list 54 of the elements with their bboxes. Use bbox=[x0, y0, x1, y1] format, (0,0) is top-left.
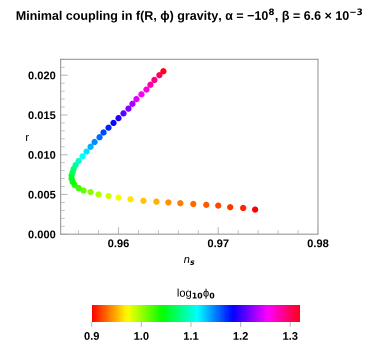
point bbox=[75, 158, 82, 164]
point bbox=[143, 86, 150, 93]
point bbox=[95, 191, 102, 198]
point bbox=[75, 185, 82, 192]
point bbox=[105, 124, 112, 131]
point bbox=[203, 202, 210, 208]
point bbox=[120, 110, 127, 116]
point bbox=[87, 188, 94, 196]
color-bar-label: 1.2 bbox=[234, 332, 248, 340]
point bbox=[115, 115, 122, 122]
point bbox=[215, 202, 222, 209]
point bbox=[138, 91, 145, 98]
point bbox=[151, 76, 158, 84]
point bbox=[127, 196, 134, 202]
y-tick-label: 0.010 bbox=[28, 151, 56, 159]
color-bar-label: 1.3 bbox=[283, 332, 298, 340]
color-bar-title: log$_{10}$ϕ$_{0}$ bbox=[178, 288, 214, 299]
point bbox=[240, 204, 246, 212]
point bbox=[153, 198, 160, 205]
point bbox=[87, 144, 94, 150]
point bbox=[115, 194, 122, 201]
point bbox=[160, 68, 166, 74]
point bbox=[156, 72, 162, 78]
point bbox=[125, 106, 132, 112]
point bbox=[165, 199, 172, 206]
point bbox=[129, 100, 136, 107]
y-tick-label: 0.005 bbox=[28, 190, 56, 199]
point bbox=[80, 187, 87, 194]
x-axis-title: n$_{s}$ bbox=[184, 257, 194, 265]
point bbox=[252, 206, 258, 213]
x-tick-label: 0.97 bbox=[208, 239, 229, 248]
y-axis-title: r bbox=[26, 135, 29, 141]
x-tick-label: 0.98 bbox=[308, 239, 328, 248]
chart-title: Minimal coupling in f(R, ϕ) gravity, α = −10$^{8}$, β = 6.6 × 10$^{−3}$ bbox=[16, 8, 362, 22]
point bbox=[133, 96, 140, 102]
color-bar-label: 0.9 bbox=[84, 332, 100, 340]
point bbox=[177, 200, 184, 206]
point bbox=[100, 129, 107, 136]
y-tick-label: 0.020 bbox=[28, 72, 56, 80]
point bbox=[190, 200, 196, 208]
point bbox=[83, 148, 90, 155]
y-tick-label: 0.015 bbox=[28, 111, 56, 120]
point bbox=[110, 120, 117, 126]
point bbox=[140, 198, 147, 204]
point bbox=[105, 192, 112, 200]
color-bar-label: 1.0 bbox=[134, 332, 149, 340]
point bbox=[91, 138, 98, 146]
point bbox=[96, 134, 103, 140]
x-tick-label: 0.96 bbox=[108, 239, 129, 248]
point bbox=[227, 204, 234, 210]
y-tick-label: 0.000 bbox=[28, 230, 56, 238]
point bbox=[79, 153, 86, 160]
point bbox=[147, 82, 154, 88]
color-bar-label: 1.1 bbox=[184, 332, 198, 340]
